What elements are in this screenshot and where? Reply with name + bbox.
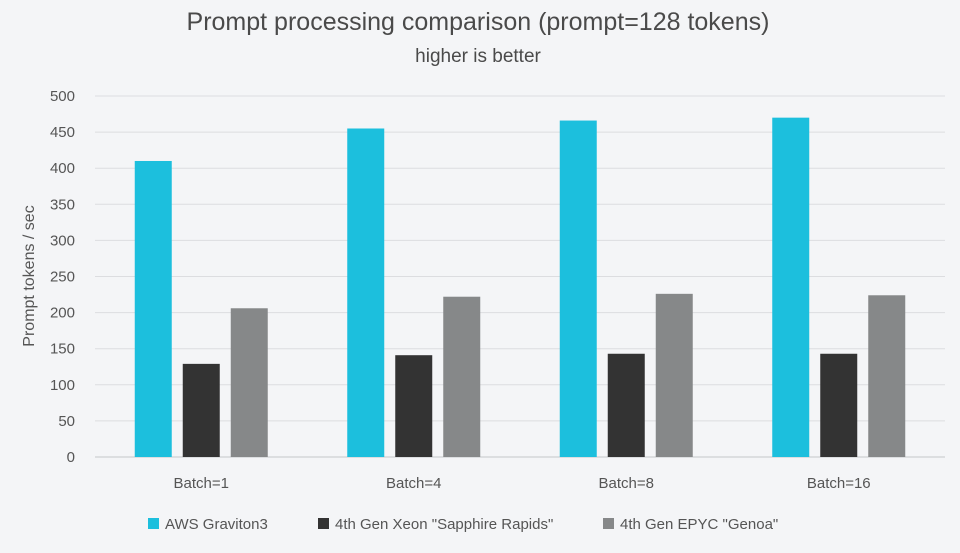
y-tick-label: 500 (50, 88, 75, 105)
x-axis-ticks: Batch=1 Batch=4 Batch=8 Batch=16 (174, 475, 871, 492)
y-tick-label: 50 (58, 413, 75, 430)
bar (655, 293, 693, 457)
bar (182, 363, 220, 457)
legend-swatch (603, 518, 614, 529)
x-tick-label: Batch=8 (599, 475, 654, 492)
y-tick-label: 150 (50, 341, 75, 358)
legend-label: 4th Gen EPYC "Genoa" (620, 516, 778, 533)
bar (820, 353, 858, 457)
chart-subtitle: higher is better (415, 46, 541, 67)
chart-title: Prompt processing comparison (prompt=128… (187, 8, 770, 36)
y-tick-label: 400 (50, 160, 75, 177)
y-tick-label: 450 (50, 124, 75, 141)
bar (559, 120, 597, 457)
bar (607, 353, 645, 457)
bar (347, 128, 385, 458)
gridlines (95, 95, 945, 458)
y-tick-label: 100 (50, 377, 75, 394)
bars (134, 117, 906, 458)
y-tick-label: 200 (50, 305, 75, 322)
bar (230, 308, 268, 457)
x-tick-label: Batch=1 (174, 475, 229, 492)
bar (868, 295, 906, 457)
y-tick-label: 250 (50, 269, 75, 286)
legend-swatch (318, 518, 329, 529)
y-tick-label: 300 (50, 232, 75, 249)
bar (134, 160, 172, 458)
bar (395, 355, 433, 457)
legend: AWS Graviton3 4th Gen Xeon "Sapphire Rapi… (148, 516, 778, 533)
bar (443, 296, 481, 457)
y-tick-label: 0 (67, 449, 75, 466)
y-axis-label: Prompt tokens / sec (21, 205, 38, 346)
x-tick-label: Batch=4 (386, 475, 441, 492)
legend-label: AWS Graviton3 (165, 516, 268, 533)
y-tick-label: 350 (50, 196, 75, 213)
y-axis-ticks: 0 50 100 150 200 250 300 350 400 450 500 (50, 88, 75, 466)
legend-swatch (148, 518, 159, 529)
bar (772, 117, 810, 457)
x-tick-label: Batch=16 (807, 475, 871, 492)
legend-label: 4th Gen Xeon "Sapphire Rapids" (335, 516, 553, 533)
